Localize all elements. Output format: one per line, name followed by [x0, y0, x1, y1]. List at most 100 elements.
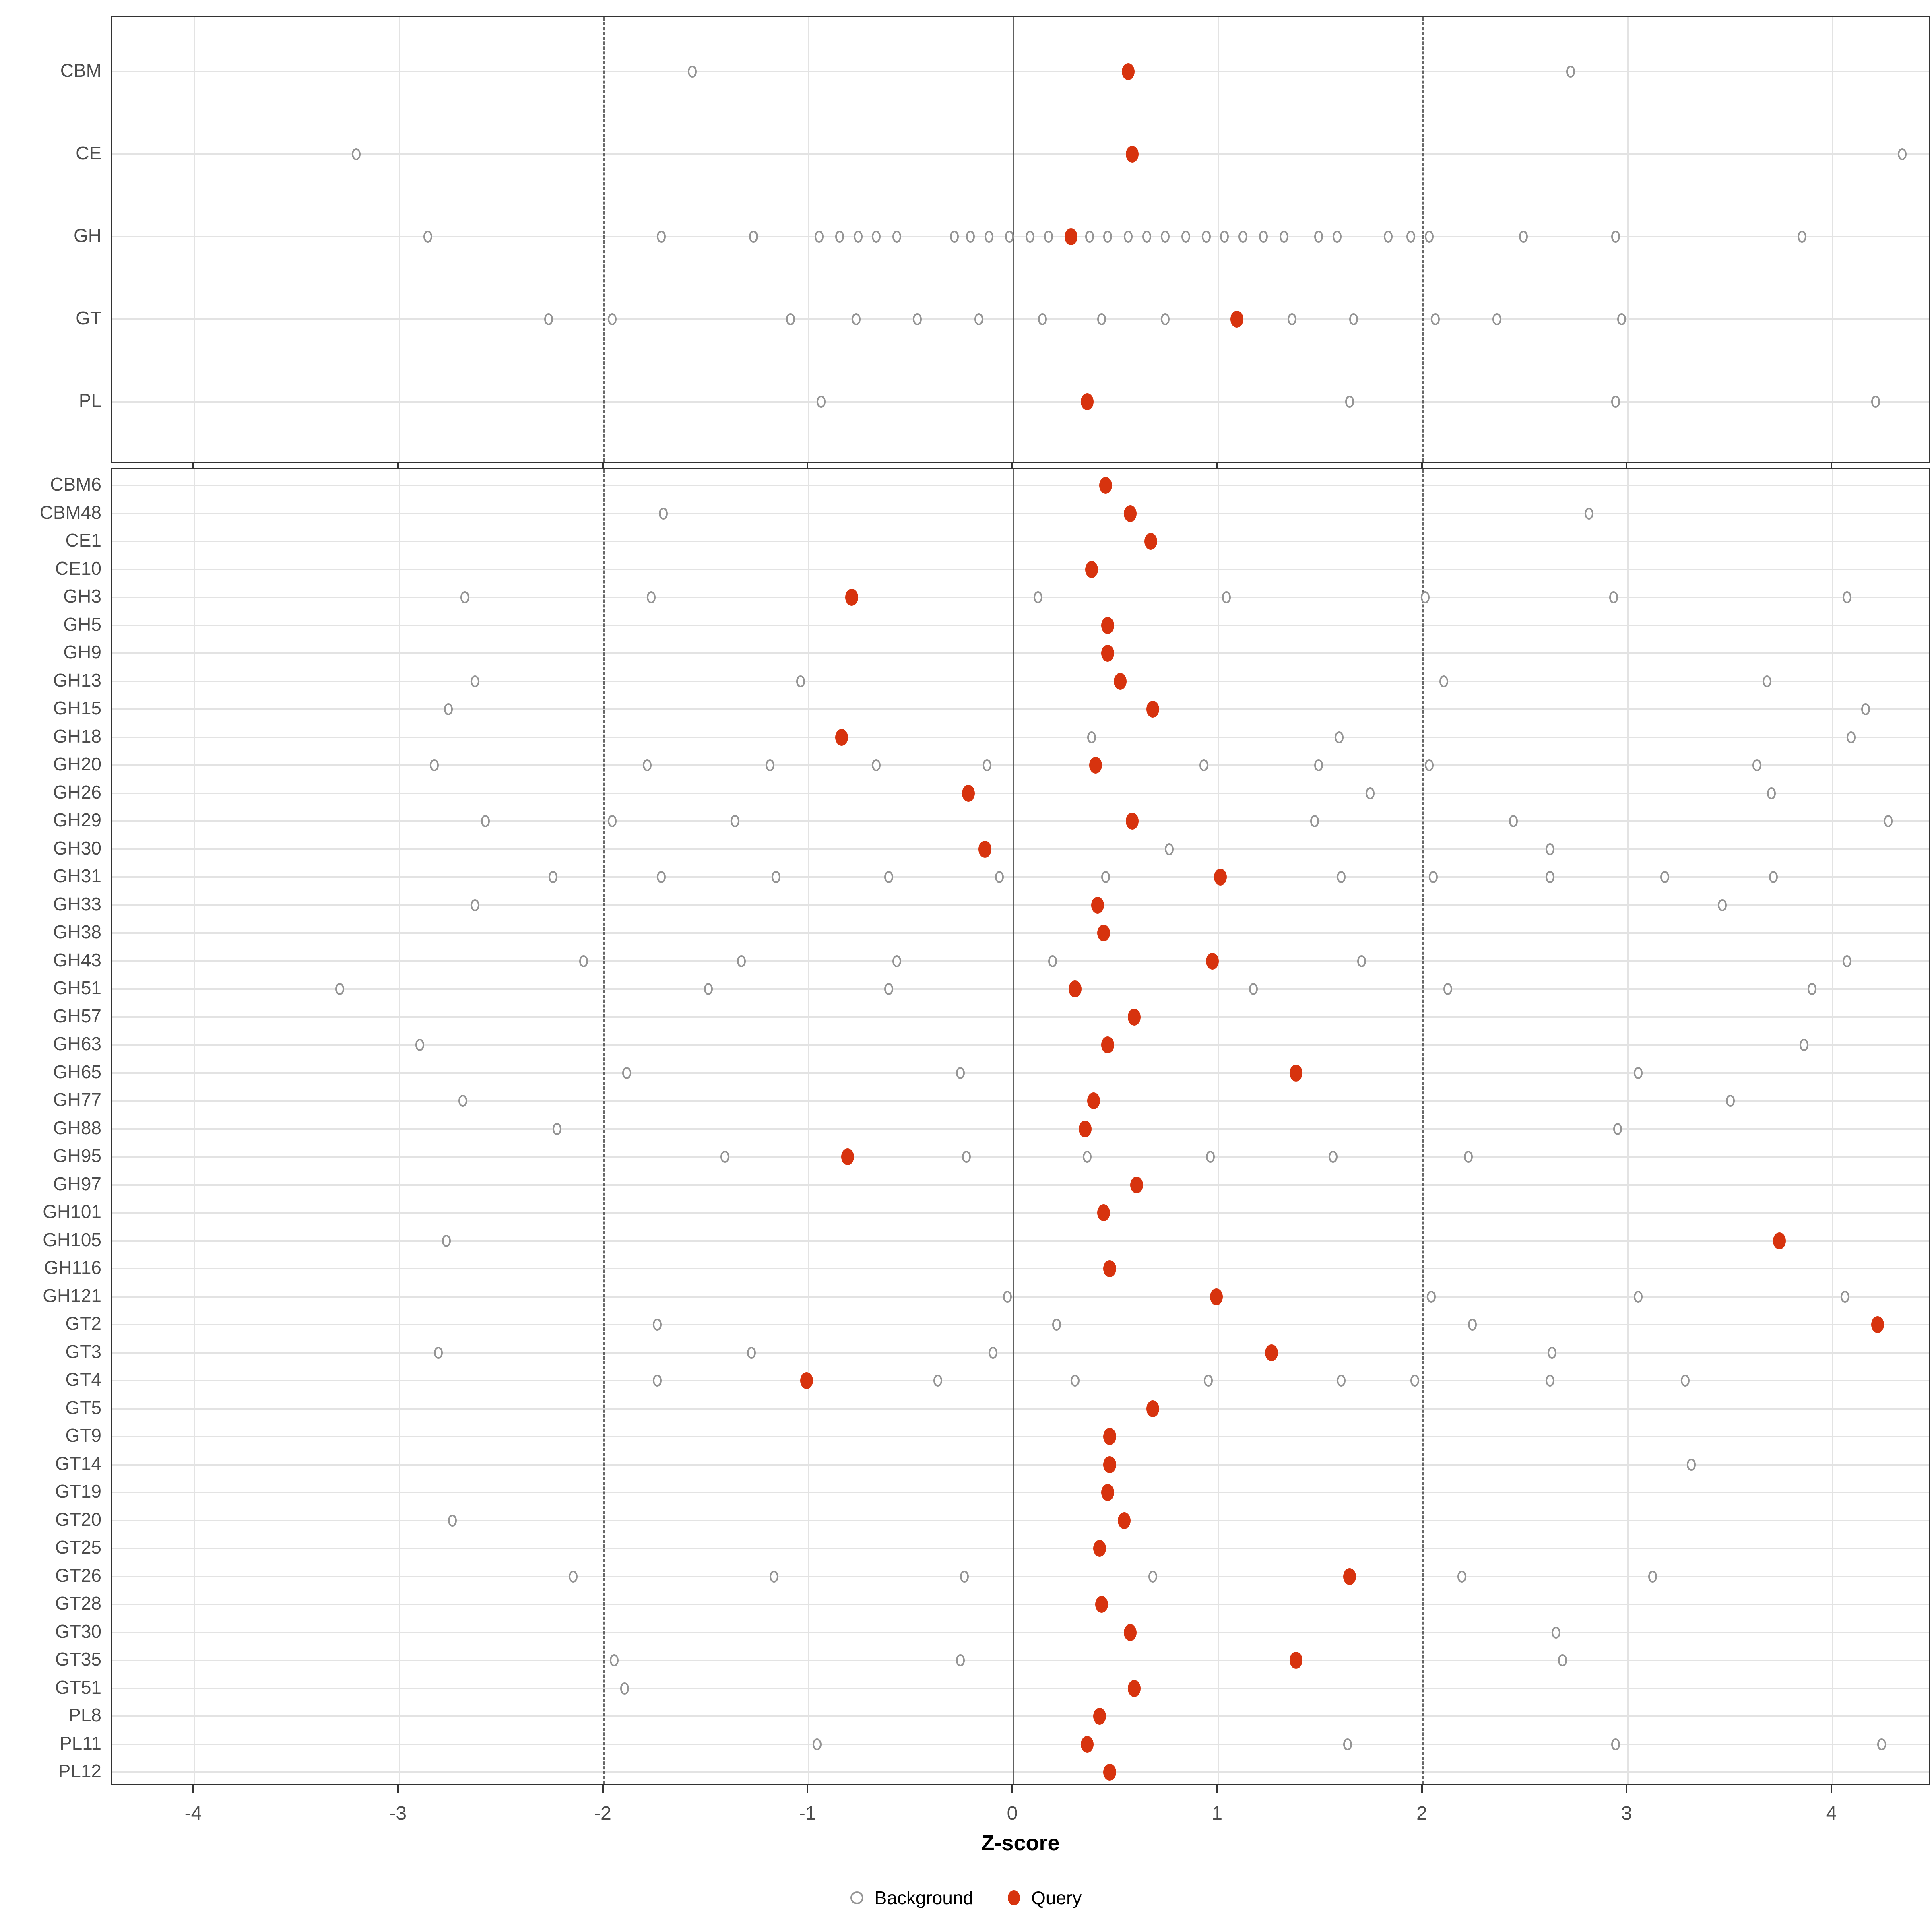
query-point	[962, 784, 975, 802]
row-gridline	[112, 1044, 1929, 1046]
query-point	[1101, 645, 1115, 662]
row-label: GH95	[53, 1145, 101, 1166]
background-point	[1044, 231, 1053, 243]
row-gridline	[112, 1631, 1929, 1633]
background-point	[1025, 231, 1034, 243]
row-gridline	[112, 764, 1929, 766]
background-point	[720, 1151, 729, 1163]
background-point	[1584, 507, 1593, 520]
query-point	[1122, 63, 1135, 80]
background-point	[704, 983, 713, 995]
query-point	[1343, 1568, 1356, 1585]
row-gridline	[112, 1380, 1929, 1381]
background-point	[687, 66, 697, 78]
background-point	[872, 231, 881, 243]
background-point	[1463, 1151, 1473, 1163]
row-gridline	[112, 988, 1929, 990]
query-point	[1103, 1456, 1117, 1473]
x-axis-tick-label: 4	[1826, 1803, 1837, 1824]
row-label: GT35	[55, 1649, 101, 1670]
x-axis-tick-label: -3	[389, 1803, 407, 1824]
row-label: GH77	[53, 1089, 101, 1110]
background-point	[1070, 1375, 1080, 1387]
background-point	[817, 396, 826, 408]
x-axis-tick	[1421, 463, 1423, 471]
query-point	[835, 729, 848, 746]
query-point	[978, 840, 992, 858]
background-point	[1328, 1151, 1338, 1163]
background-point	[1611, 1738, 1620, 1750]
row-label: GH116	[44, 1257, 101, 1278]
query-point	[800, 1372, 813, 1389]
background-point	[1752, 759, 1762, 771]
background-point	[1611, 231, 1620, 243]
row-label: GT9	[65, 1425, 101, 1446]
row-gridline	[112, 820, 1929, 822]
row-gridline	[112, 848, 1929, 850]
background-point	[966, 231, 975, 243]
background-point	[1249, 983, 1258, 995]
background-point	[657, 871, 666, 883]
background-point	[1005, 231, 1014, 243]
row-gridline	[112, 1408, 1929, 1410]
background-point	[1558, 1654, 1567, 1666]
query-point	[1290, 1652, 1303, 1669]
query-point	[1205, 952, 1219, 970]
background-point	[853, 231, 863, 243]
background-point	[1613, 1123, 1622, 1135]
row-label: GH43	[53, 949, 101, 970]
x-axis-tick	[602, 463, 604, 471]
background-point	[1427, 1290, 1436, 1303]
background-point	[892, 955, 902, 967]
background-point	[1160, 231, 1170, 243]
background-point	[1314, 231, 1323, 243]
query-point	[841, 1148, 855, 1165]
x-axis-tick	[602, 1785, 604, 1793]
background-point	[1877, 1738, 1887, 1750]
row-label: GH88	[53, 1117, 101, 1138]
row-gridline	[112, 153, 1929, 155]
row-label: CBM48	[39, 502, 101, 523]
x-axis-tick	[397, 463, 399, 471]
background-point	[1680, 1375, 1690, 1387]
x-gridline	[1832, 17, 1833, 462]
background-point	[1871, 396, 1880, 408]
row-gridline	[112, 792, 1929, 794]
x-axis-tick	[1011, 1785, 1013, 1793]
row-label: GT26	[55, 1565, 101, 1586]
row-label: GT	[76, 308, 101, 328]
query-point	[1773, 1232, 1786, 1249]
background-point	[608, 815, 617, 827]
query-point	[1126, 813, 1139, 830]
background-point	[423, 231, 433, 243]
background-point	[1611, 396, 1620, 408]
background-point	[974, 313, 983, 325]
background-point	[1199, 759, 1209, 771]
query-point	[1079, 1120, 1092, 1137]
background-point	[471, 675, 480, 687]
background-point	[770, 1570, 779, 1583]
background-point	[1097, 313, 1106, 325]
background-point	[1519, 231, 1528, 243]
x-axis-tick	[1626, 463, 1628, 471]
row-gridline	[112, 1575, 1929, 1577]
row-label: GT14	[55, 1453, 101, 1474]
background-point	[1687, 1458, 1696, 1471]
row-label: GH30	[53, 837, 101, 859]
x-axis-tick	[1421, 1785, 1423, 1793]
background-point	[1842, 591, 1852, 603]
row-label: GH26	[53, 781, 101, 803]
row-gridline	[112, 1016, 1929, 1018]
row-label: GH101	[43, 1201, 101, 1222]
background-point	[608, 313, 617, 325]
background-point	[731, 815, 740, 827]
query-point	[1103, 1260, 1117, 1277]
x-axis-tick-label: 0	[1007, 1803, 1018, 1824]
row-gridline	[112, 960, 1929, 962]
x-gridline	[1627, 469, 1629, 1784]
x-gridline	[808, 17, 810, 462]
query-point	[1124, 505, 1137, 522]
row-gridline	[112, 597, 1929, 598]
row-label: GT19	[55, 1481, 101, 1502]
